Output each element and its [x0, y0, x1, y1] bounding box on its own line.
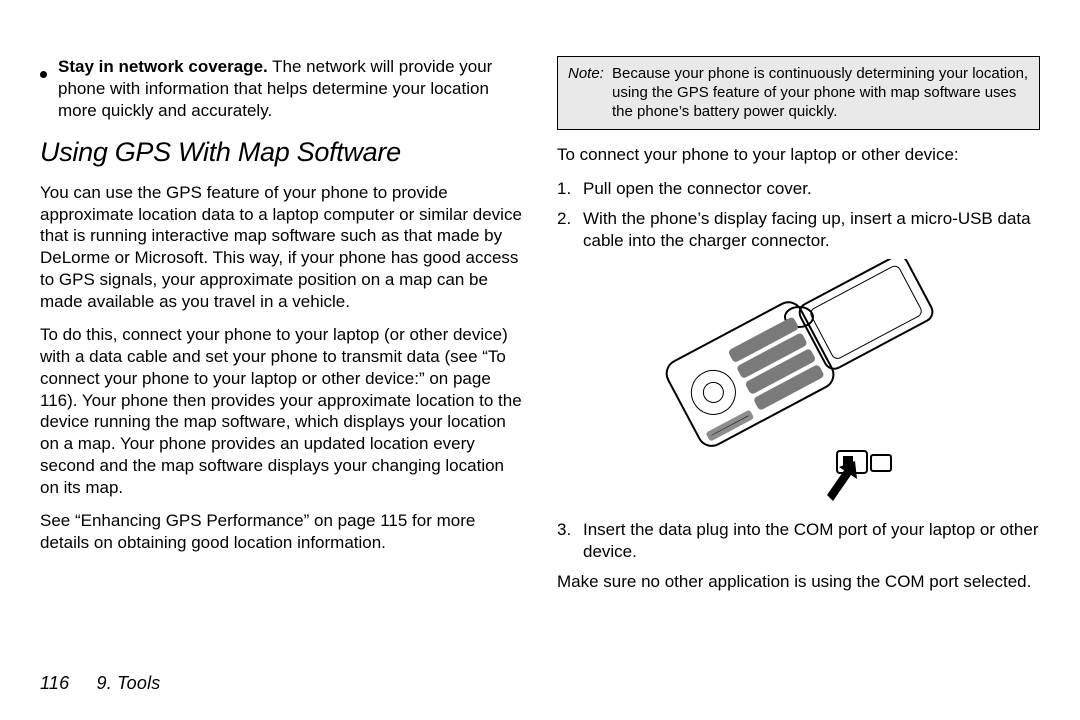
- bullet-item: Stay in network coverage. The network wi…: [40, 56, 523, 121]
- paragraph-3: See “Enhancing GPS Performance” on page …: [40, 510, 523, 554]
- flip-phone-icon: [649, 259, 949, 509]
- manual-page: Stay in network coverage. The network wi…: [0, 0, 1080, 720]
- connect-intro: To connect your phone to your laptop or …: [557, 144, 1040, 166]
- page-footer: 116 9. Tools: [40, 673, 160, 694]
- note-label: Note:: [568, 65, 612, 121]
- step-body: Insert the data plug into the COM port o…: [583, 519, 1040, 563]
- step-1: 1. Pull open the connector cover.: [557, 178, 1040, 200]
- step-2: 2. With the phone’s display facing up, i…: [557, 208, 1040, 252]
- paragraph-1: You can use the GPS feature of your phon…: [40, 182, 523, 313]
- note-box: Note: Because your phone is continuously…: [557, 56, 1040, 130]
- section-heading: Using GPS With Map Software: [40, 135, 523, 170]
- page-number: 116: [40, 673, 69, 693]
- step-number: 3.: [557, 519, 583, 563]
- closing-paragraph: Make sure no other application is using …: [557, 571, 1040, 593]
- step-number: 2.: [557, 208, 583, 252]
- step-body: Pull open the connector cover.: [583, 178, 1040, 200]
- step-number: 1.: [557, 178, 583, 200]
- phone-illustration: [557, 259, 1040, 509]
- note-text: Because your phone is continuously deter…: [612, 65, 1029, 121]
- left-column: Stay in network coverage. The network wi…: [40, 56, 523, 646]
- ordered-steps: 1. Pull open the connector cover. 2. Wit…: [557, 178, 1040, 251]
- footer-section: 9. Tools: [97, 673, 161, 693]
- two-column-layout: Stay in network coverage. The network wi…: [40, 56, 1040, 646]
- paragraph-2: To do this, connect your phone to your l…: [40, 324, 523, 498]
- ordered-steps-cont: 3. Insert the data plug into the COM por…: [557, 519, 1040, 563]
- right-column: Note: Because your phone is continuously…: [557, 56, 1040, 646]
- bullet-bold: Stay in network coverage.: [58, 57, 268, 76]
- step-3: 3. Insert the data plug into the COM por…: [557, 519, 1040, 563]
- bullet-text: Stay in network coverage. The network wi…: [58, 56, 523, 121]
- step-body: With the phone’s display facing up, inse…: [583, 208, 1040, 252]
- bullet-dot-icon: [40, 56, 58, 121]
